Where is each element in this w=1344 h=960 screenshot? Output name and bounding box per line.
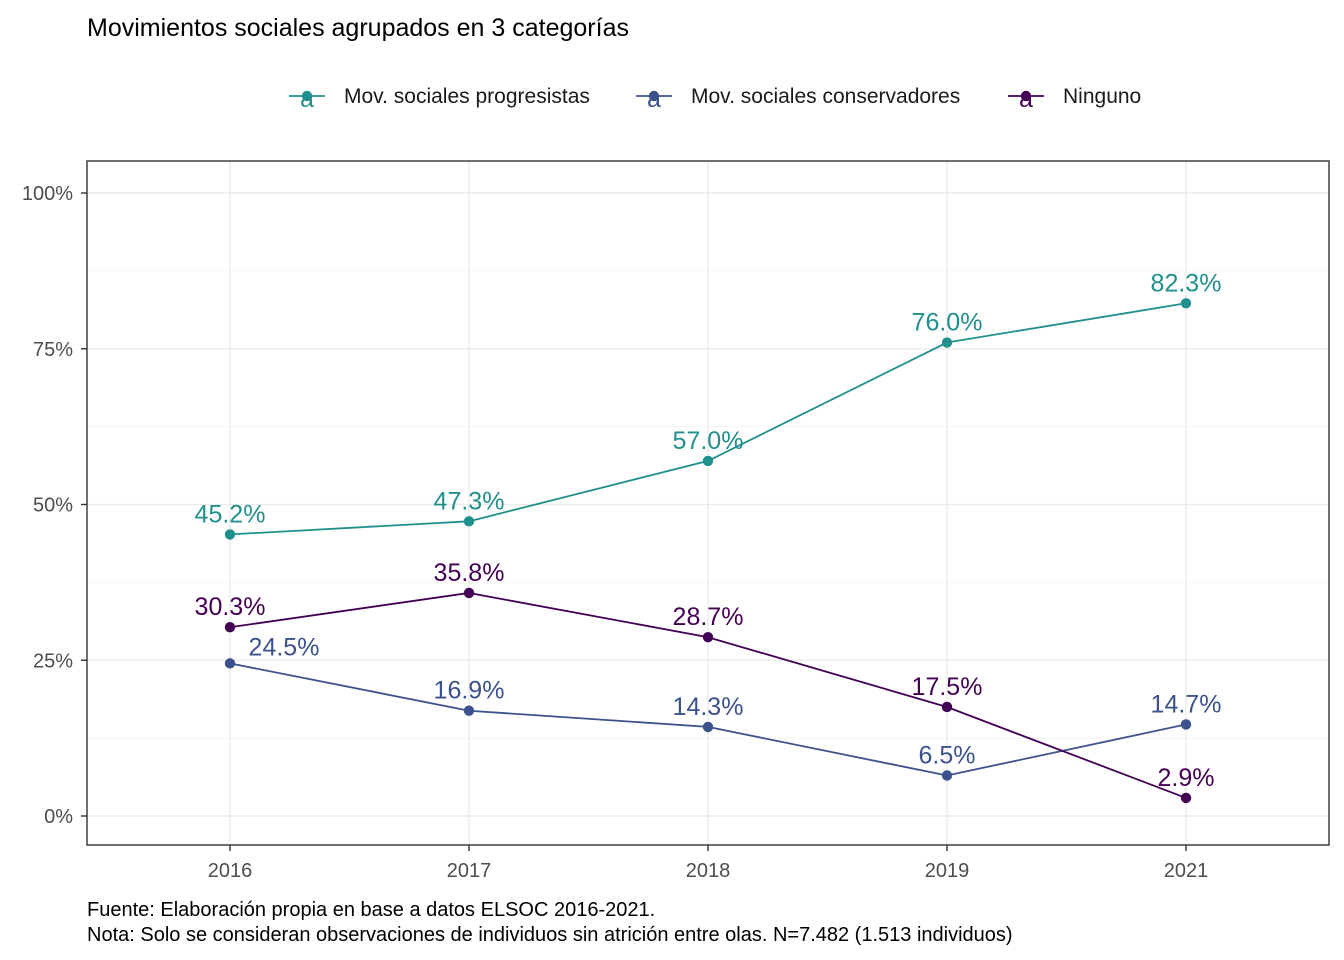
data-point bbox=[1180, 298, 1192, 309]
y-tick-label: 0% bbox=[44, 806, 73, 828]
data-point bbox=[702, 721, 714, 733]
gridlines bbox=[87, 161, 1329, 845]
data-point bbox=[941, 337, 953, 348]
y-axis: 0% 25% 50% 75% 100% bbox=[22, 183, 87, 828]
data-point bbox=[463, 516, 475, 527]
data-label: 2.9% bbox=[1158, 764, 1215, 792]
data-point bbox=[463, 705, 475, 716]
data-label: 30.3% bbox=[195, 593, 266, 621]
chart-title: Movimientos sociales agrupados en 3 cate… bbox=[87, 14, 629, 42]
data-label: 17.5% bbox=[912, 673, 983, 701]
legend-label: Mov. sociales progresistas bbox=[344, 85, 590, 108]
legend-key-point bbox=[1020, 90, 1032, 102]
legend-key-glyph: a bbox=[300, 85, 314, 113]
data-label: 16.9% bbox=[434, 677, 505, 705]
legend-label: Ninguno bbox=[1063, 85, 1141, 108]
x-tick-label: 2017 bbox=[447, 860, 492, 882]
x-axis: 2016 2017 2018 2019 2021 bbox=[208, 845, 1209, 882]
y-tick-label: 25% bbox=[33, 650, 73, 672]
data-point bbox=[1180, 792, 1192, 804]
data-label: 14.3% bbox=[673, 693, 744, 721]
data-point bbox=[702, 455, 714, 467]
data-label: 28.7% bbox=[673, 603, 744, 631]
data-label: 57.0% bbox=[673, 427, 744, 455]
legend-item-progresistas: a Mov. sociales progresistas bbox=[289, 85, 590, 113]
series-conservadores: 24.5% 16.9% 14.3% 6.5% 14.7% bbox=[224, 633, 1222, 781]
series-ninguno: 30.3% 35.8% 28.7% 17.5% 2.9% bbox=[195, 559, 1215, 804]
y-tick-label: 50% bbox=[33, 495, 73, 517]
caption-note: Nota: Solo se consideran observaciones d… bbox=[87, 924, 1013, 946]
series-progresistas: 45.2% 47.3% 57.0% 76.0% 82.3% bbox=[195, 269, 1222, 540]
x-tick-label: 2021 bbox=[1164, 860, 1209, 882]
data-label: 14.7% bbox=[1151, 690, 1222, 718]
x-tick-label: 2019 bbox=[925, 860, 970, 882]
y-tick-label: 100% bbox=[22, 183, 73, 205]
legend-key-point bbox=[301, 90, 313, 102]
data-point bbox=[224, 622, 236, 633]
data-point bbox=[224, 658, 236, 669]
legend-key-glyph: a bbox=[1019, 85, 1033, 113]
data-point bbox=[941, 701, 953, 713]
x-tick-label: 2018 bbox=[686, 860, 731, 882]
legend-key-point bbox=[648, 90, 660, 102]
y-tick-label: 75% bbox=[33, 339, 73, 361]
data-point bbox=[224, 529, 236, 540]
data-label: 35.8% bbox=[434, 559, 505, 587]
panel-border bbox=[86, 160, 1330, 846]
legend-label: Mov. sociales conservadores bbox=[691, 85, 960, 108]
x-tick-label: 2016 bbox=[208, 860, 253, 882]
legend: a Mov. sociales progresistas a Mov. sociale… bbox=[289, 85, 1141, 113]
data-label: 24.5% bbox=[249, 633, 320, 661]
caption-source: Fuente: Elaboración propia en base a dat… bbox=[87, 899, 655, 921]
data-point bbox=[463, 587, 475, 599]
data-label: 6.5% bbox=[919, 742, 976, 770]
legend-item-ninguno: a Ninguno bbox=[1008, 85, 1141, 113]
data-label: 82.3% bbox=[1151, 269, 1222, 297]
data-label: 45.2% bbox=[195, 500, 266, 528]
data-label: 47.3% bbox=[434, 487, 505, 515]
series-layer: 45.2% 47.3% 57.0% 76.0% 82.3% 24.5% 16.9% 14.3%… bbox=[195, 269, 1222, 804]
data-point bbox=[1180, 719, 1192, 730]
legend-item-conservadores: a Mov. sociales conservadores bbox=[636, 85, 960, 113]
data-label: 76.0% bbox=[912, 309, 983, 337]
data-point bbox=[941, 770, 953, 781]
legend-key-glyph: a bbox=[647, 85, 661, 113]
data-point bbox=[702, 631, 714, 643]
